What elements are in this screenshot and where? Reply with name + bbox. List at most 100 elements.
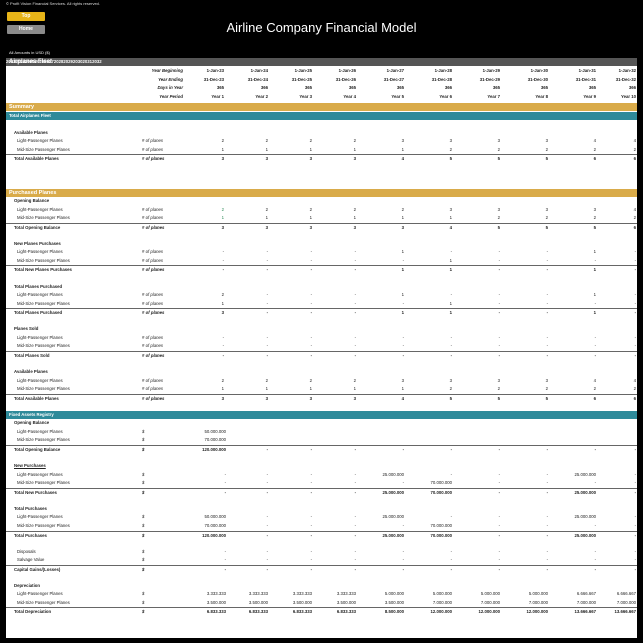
timeline-cell[interactable]: 365 bbox=[348, 85, 356, 90]
cell-value[interactable]: - bbox=[402, 343, 404, 349]
cell-value[interactable]: 6 bbox=[633, 156, 636, 162]
cell-value[interactable]: 2 bbox=[593, 146, 596, 152]
cell-value[interactable]: 4 bbox=[593, 138, 596, 144]
timeline-cell[interactable]: 31-Dec-29 bbox=[479, 76, 500, 82]
cell-value[interactable]: - bbox=[594, 343, 596, 349]
cell-value[interactable]: - bbox=[546, 471, 548, 477]
cell-value[interactable]: - bbox=[310, 257, 312, 263]
cell-value[interactable]: 2 bbox=[497, 386, 500, 392]
cell-value[interactable]: 1 bbox=[401, 292, 404, 298]
cell-value[interactable]: 2 bbox=[545, 146, 548, 152]
cell-value[interactable]: - bbox=[354, 334, 356, 340]
cell-value[interactable]: - bbox=[634, 522, 636, 528]
cell-value[interactable]: - bbox=[402, 352, 404, 358]
cell-value[interactable]: 3.333.333 bbox=[292, 591, 312, 597]
cell-value[interactable]: - bbox=[310, 522, 312, 528]
opening-value[interactable]: - bbox=[224, 548, 226, 554]
cell-value[interactable]: 2 bbox=[497, 215, 500, 221]
cell-value[interactable]: 70.000.000 bbox=[430, 532, 452, 538]
timeline-cell[interactable]: 365 bbox=[492, 85, 500, 90]
timeline-cell[interactable]: 31-Dec-30 bbox=[527, 76, 548, 82]
opening-value[interactable]: - bbox=[224, 489, 226, 495]
cell-value[interactable]: 6.833.333 bbox=[248, 609, 268, 615]
cell-value[interactable]: 2 bbox=[545, 215, 548, 221]
cell-value[interactable]: 25.000.000 bbox=[382, 532, 404, 538]
cell-value[interactable]: 2 bbox=[221, 138, 224, 144]
cell-value[interactable]: 12.000.000 bbox=[478, 609, 500, 615]
year-header-cell[interactable]: 2027 bbox=[44, 59, 54, 64]
cell-value[interactable]: - bbox=[634, 310, 636, 316]
cell-value[interactable]: - bbox=[402, 334, 404, 340]
timeline-cell[interactable]: Year 5 bbox=[391, 93, 404, 99]
cell-value[interactable]: 3 bbox=[221, 310, 224, 316]
timeline-cell[interactable]: 1-Jan-30 bbox=[530, 68, 548, 73]
cell-value[interactable]: 3 bbox=[401, 138, 404, 144]
cell-value[interactable]: 1 bbox=[309, 146, 312, 152]
cell-value[interactable]: 2 bbox=[309, 138, 312, 144]
year-header-cell[interactable]: 2025 bbox=[25, 59, 35, 64]
cell-value[interactable]: 3 bbox=[265, 395, 268, 401]
cell-value[interactable]: 3 bbox=[545, 377, 548, 383]
cell-value[interactable]: - bbox=[498, 292, 500, 298]
cell-value[interactable]: 1 bbox=[593, 292, 596, 298]
cell-value[interactable]: - bbox=[266, 480, 268, 486]
cell-value[interactable]: - bbox=[450, 292, 452, 298]
cell-value[interactable]: 6 bbox=[593, 156, 596, 162]
cell-value[interactable]: - bbox=[354, 292, 356, 298]
cell-value[interactable]: - bbox=[634, 566, 636, 572]
cell-value[interactable]: - bbox=[310, 334, 312, 340]
cell-value[interactable]: 3 bbox=[497, 138, 500, 144]
cell-value[interactable]: 5 bbox=[497, 395, 500, 401]
cell-value[interactable]: - bbox=[354, 257, 356, 263]
cell-value[interactable]: - bbox=[594, 352, 596, 358]
cell-value[interactable]: - bbox=[546, 548, 548, 554]
cell-value[interactable]: - bbox=[546, 514, 548, 520]
cell-value[interactable]: 25.000.000 bbox=[382, 471, 404, 477]
cell-value[interactable]: - bbox=[402, 522, 404, 528]
timeline-cell[interactable]: Year 1 bbox=[211, 93, 224, 99]
cell-value[interactable]: 3 bbox=[401, 224, 404, 230]
cell-value[interactable]: - bbox=[310, 343, 312, 349]
cell-value[interactable]: - bbox=[546, 249, 548, 255]
timeline-cell[interactable]: 1-Jan-24 bbox=[250, 68, 268, 73]
cell-value[interactable]: 2 bbox=[593, 386, 596, 392]
cell-value[interactable]: 5.000.000 bbox=[528, 591, 548, 597]
timeline-cell[interactable]: 366 bbox=[260, 85, 268, 90]
cell-value[interactable]: 1 bbox=[449, 267, 452, 273]
cell-value[interactable]: - bbox=[594, 257, 596, 263]
timeline-cell[interactable]: 365 bbox=[396, 85, 404, 90]
cell-value[interactable]: 3 bbox=[449, 206, 452, 212]
cell-value[interactable]: - bbox=[354, 249, 356, 255]
cell-value[interactable]: 2 bbox=[265, 206, 268, 212]
cell-value[interactable]: - bbox=[546, 557, 548, 563]
cell-value[interactable]: 7.000.000 bbox=[576, 599, 596, 605]
cell-value[interactable]: - bbox=[450, 343, 452, 349]
cell-value[interactable]: - bbox=[310, 310, 312, 316]
cell-value[interactable]: - bbox=[354, 352, 356, 358]
cell-value[interactable]: - bbox=[266, 292, 268, 298]
cell-value[interactable]: - bbox=[634, 292, 636, 298]
cell-value[interactable]: - bbox=[634, 257, 636, 263]
cell-value[interactable]: 4 bbox=[633, 377, 636, 383]
cell-value[interactable]: - bbox=[310, 557, 312, 563]
cell-value[interactable]: - bbox=[266, 249, 268, 255]
cell-value[interactable]: 1 bbox=[593, 249, 596, 255]
timeline-cell[interactable]: 1-Jan-27 bbox=[386, 68, 404, 73]
cell-value[interactable]: - bbox=[266, 514, 268, 520]
cell-value[interactable]: 6 bbox=[593, 395, 596, 401]
cell-value[interactable]: - bbox=[354, 522, 356, 528]
cell-value[interactable]: 1 bbox=[593, 310, 596, 316]
timeline-cell[interactable]: 31-Dec-27 bbox=[383, 76, 404, 82]
cell-value[interactable]: - bbox=[402, 566, 404, 572]
cell-value[interactable]: 3.500.000 bbox=[336, 599, 356, 605]
cell-value[interactable]: 2 bbox=[353, 206, 356, 212]
cell-value[interactable]: 70.000.000 bbox=[430, 489, 452, 495]
opening-value[interactable]: 6.833.333 bbox=[206, 609, 226, 615]
cell-value[interactable]: 6.666.667 bbox=[616, 591, 636, 597]
opening-value[interactable]: - bbox=[224, 566, 226, 572]
cell-value[interactable]: - bbox=[450, 352, 452, 358]
cell-value[interactable]: - bbox=[546, 334, 548, 340]
cell-value[interactable]: - bbox=[546, 566, 548, 572]
cell-value[interactable]: 7.000.000 bbox=[432, 599, 452, 605]
cell-value[interactable]: - bbox=[310, 548, 312, 554]
